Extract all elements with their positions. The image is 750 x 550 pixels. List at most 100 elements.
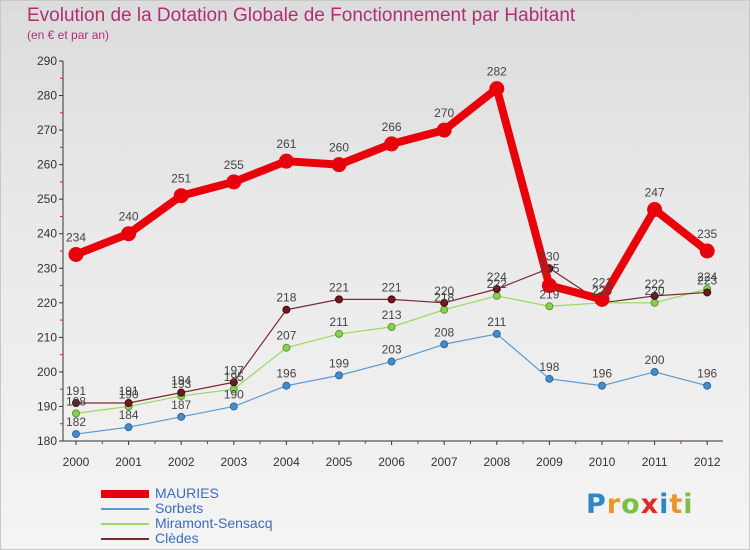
data-point-sorbets [545,374,554,383]
data-point-miramont-sensacq [650,298,659,307]
legend-label-mauries: MAURIES [155,485,219,501]
legend-item-mauries[interactable]: MAURIES [101,486,273,501]
legend-item-miramont-sensacq[interactable]: Miramont-Sensacq [101,516,273,531]
data-label-sorbets: 196 [276,367,296,381]
data-point-sorbets [335,371,343,380]
data-label-miramont-sensacq: 224 [697,270,717,284]
data-label-miramont-sensacq: 220 [645,284,665,298]
logo-letter: x [640,489,660,520]
data-label-mauries: 221 [592,275,612,289]
data-label-miramont-sensacq: 195 [224,370,244,384]
legend-swatch-mauries [101,489,149,498]
x-tick-label: 2012 [694,455,721,469]
logo-letter: i [659,489,670,520]
data-point-cledes [703,288,712,297]
x-tick-label: 2004 [273,455,300,469]
data-label-cledes: 224 [487,270,507,284]
proxiti-logo: Proxiti [586,489,694,520]
y-tick-label: 240 [37,227,57,241]
data-label-mauries: 261 [276,137,296,151]
y-tick-label: 190 [37,399,57,413]
data-label-mauries: 240 [119,210,139,224]
legend-item-cledes[interactable]: Clèdes [101,531,273,546]
data-label-cledes: 197 [224,363,244,377]
y-tick-label: 220 [37,296,57,310]
y-tick-label: 210 [37,330,57,344]
logo-letter: P [586,489,607,520]
data-label-miramont-sensacq: 193 [171,377,191,391]
x-tick-label: 2006 [378,455,405,469]
data-point-mauries [68,246,84,262]
x-tick-label: 2009 [536,455,563,469]
data-label-miramont-sensacq: 207 [276,329,296,343]
data-label-sorbets: 184 [119,408,139,422]
data-point-mauries [647,202,663,218]
data-label-cledes: 221 [382,280,402,294]
data-point-mauries [489,81,505,97]
y-tick-label: 250 [37,192,57,206]
x-tick-label: 2011 [642,455,668,469]
data-label-sorbets: 208 [434,325,454,339]
data-label-sorbets: 190 [224,387,244,401]
data-label-cledes: 218 [276,291,296,305]
data-point-miramont-sensacq [72,409,80,418]
data-point-mauries [594,291,610,307]
chart-title: Evolution de la Dotation Globale de Fonc… [27,5,576,26]
data-point-cledes [282,305,291,314]
data-point-miramont-sensacq [440,305,449,314]
data-point-cledes [335,295,343,304]
data-point-mauries [121,226,137,242]
x-tick-label: 2001 [115,455,142,469]
data-point-miramont-sensacq [545,302,554,311]
data-point-cledes [492,285,501,293]
logo-letter: r [606,489,622,520]
x-tick-label: 2010 [589,455,616,469]
data-label-miramont-sensacq: 190 [119,387,139,401]
data-point-sorbets [124,423,133,432]
data-label-miramont-sensacq: 219 [539,287,559,301]
logo-letter: i [683,489,694,520]
y-tick-label: 260 [37,158,57,172]
logo-letter: o [621,489,641,520]
data-point-cledes [440,298,449,307]
y-tick-label: 290 [37,54,57,68]
data-label-sorbets: 196 [592,367,612,381]
data-label-mauries: 247 [645,186,665,200]
data-label-mauries: 234 [66,230,86,244]
data-point-mauries [331,157,347,173]
data-label-sorbets: 196 [697,367,717,381]
y-tick-label: 230 [37,261,57,275]
data-point-miramont-sensacq [335,329,343,338]
legend-swatch-miramont-sensacq [101,522,149,525]
data-label-mauries: 266 [382,120,402,134]
data-label-mauries: 260 [329,141,349,155]
data-label-cledes: 220 [592,284,612,298]
y-tick-label: 280 [37,89,57,103]
data-label-cledes: 221 [329,280,349,294]
legend-label-cledes: Clèdes [155,530,199,546]
x-tick-label: 2003 [220,455,247,469]
data-label-mauries: 225 [539,262,559,276]
data-label-miramont-sensacq: 213 [382,308,402,322]
data-point-cledes [229,378,238,387]
legend-swatch-cledes [101,537,149,540]
data-point-miramont-sensacq [282,343,291,352]
data-point-mauries [699,243,715,259]
y-tick-label: 270 [37,123,57,137]
data-label-sorbets: 182 [66,415,86,429]
data-label-cledes: 191 [66,384,86,398]
data-label-mauries: 282 [487,65,507,79]
data-point-sorbets [387,357,396,366]
legend-item-sorbets[interactable]: Sorbets [101,501,273,516]
data-point-cledes [177,388,186,397]
data-point-miramont-sensacq [387,323,396,331]
data-label-cledes: 191 [119,384,139,398]
data-point-sorbets [177,412,186,421]
data-label-sorbets: 200 [645,353,665,367]
legend-swatch-sorbets [101,507,149,510]
data-point-sorbets [703,381,712,390]
data-point-mauries [384,136,400,152]
legend-label-miramont-sensacq: Miramont-Sensacq [155,515,273,531]
